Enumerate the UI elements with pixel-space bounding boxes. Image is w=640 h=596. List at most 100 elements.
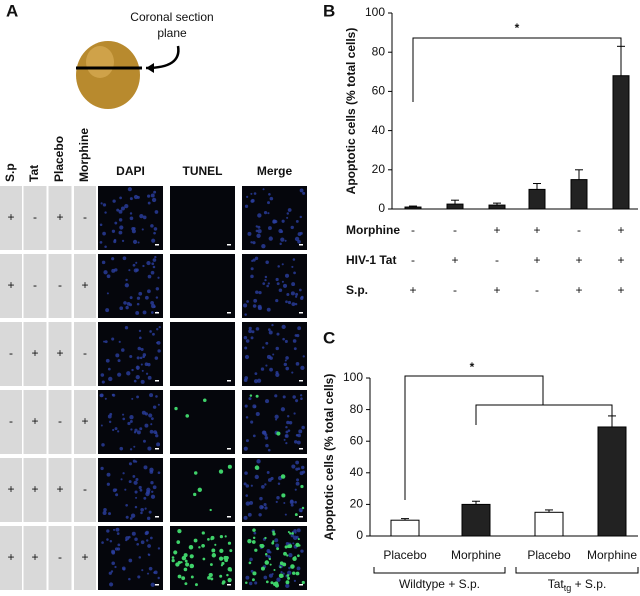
nucleus bbox=[122, 417, 126, 421]
nucleus bbox=[157, 471, 161, 475]
tunel-cell bbox=[284, 545, 288, 549]
micrograph-cells bbox=[99, 187, 159, 249]
x-tick-label: Morphine bbox=[587, 548, 637, 562]
nucleus bbox=[116, 532, 120, 535]
nucleus bbox=[276, 332, 280, 336]
nucleus bbox=[301, 465, 305, 470]
tunel-cell bbox=[278, 573, 284, 578]
nucleus bbox=[287, 429, 291, 432]
nucleus bbox=[149, 330, 152, 333]
nucleus bbox=[133, 445, 136, 448]
tunel-cell bbox=[252, 571, 257, 576]
nucleus bbox=[132, 475, 136, 478]
nucleus bbox=[289, 499, 294, 505]
nucleus bbox=[133, 379, 137, 383]
nucleus bbox=[245, 439, 249, 443]
nucleus bbox=[302, 470, 306, 474]
nucleus bbox=[157, 547, 161, 550]
condition-sign: - bbox=[33, 210, 37, 224]
nucleus bbox=[147, 274, 152, 279]
nucleus bbox=[290, 291, 295, 296]
nucleus bbox=[140, 540, 145, 545]
y-tick-label: 60 bbox=[372, 84, 386, 98]
nucleus bbox=[156, 327, 159, 331]
nucleus bbox=[134, 428, 138, 432]
nucleus bbox=[245, 575, 250, 580]
nucleus bbox=[135, 374, 140, 380]
nucleus bbox=[142, 310, 147, 315]
nucleus bbox=[284, 339, 288, 343]
nucleus bbox=[147, 553, 150, 556]
panel-label: C bbox=[323, 328, 335, 347]
condition-sign: - bbox=[83, 346, 87, 360]
group-label-part: Tat bbox=[548, 577, 565, 591]
nucleus bbox=[128, 269, 131, 272]
tunel-cell bbox=[295, 571, 300, 576]
nucleus bbox=[282, 395, 286, 399]
tunel-cell bbox=[255, 394, 259, 398]
nucleus bbox=[255, 229, 259, 233]
nucleus bbox=[254, 581, 258, 585]
y-tick-label: 80 bbox=[350, 402, 364, 416]
nucleus bbox=[255, 411, 260, 417]
nucleus bbox=[257, 213, 262, 218]
nucleus bbox=[300, 365, 305, 371]
y-tick-label: 60 bbox=[350, 433, 364, 447]
nucleus bbox=[111, 229, 116, 233]
condition-sign: + bbox=[31, 414, 38, 428]
nucleus bbox=[108, 420, 112, 424]
y-tick-label: 40 bbox=[350, 465, 364, 479]
nucleus bbox=[275, 277, 279, 282]
nucleus bbox=[112, 393, 116, 397]
nucleus bbox=[129, 212, 133, 215]
tunel-cell bbox=[227, 541, 232, 545]
tunel-cell bbox=[264, 560, 270, 565]
nucleus bbox=[154, 356, 159, 360]
nucleus bbox=[243, 303, 248, 308]
nucleus bbox=[138, 329, 142, 333]
nucleus bbox=[145, 491, 150, 497]
nucleus bbox=[119, 446, 124, 451]
scale-bar bbox=[299, 448, 303, 450]
nucleus bbox=[269, 356, 273, 360]
nucleus bbox=[148, 566, 153, 571]
nucleus bbox=[243, 446, 248, 451]
nucleus bbox=[280, 237, 285, 242]
significance-bracket bbox=[412, 37, 622, 102]
nucleus bbox=[136, 542, 140, 546]
tunel-cell bbox=[189, 554, 194, 559]
nucleus bbox=[300, 549, 304, 553]
tunel-cell bbox=[287, 544, 291, 549]
nucleus bbox=[251, 330, 255, 334]
condition-sign: + bbox=[7, 550, 14, 564]
nucleus bbox=[118, 209, 123, 214]
nucleus bbox=[149, 467, 154, 472]
nucleus bbox=[106, 292, 109, 295]
image-header: TUNEL bbox=[183, 164, 223, 178]
nucleus bbox=[250, 569, 254, 573]
nucleus bbox=[284, 433, 289, 438]
nucleus bbox=[258, 513, 262, 517]
tunel-cell bbox=[208, 572, 213, 577]
nucleus bbox=[106, 529, 110, 533]
condition-cell bbox=[23, 390, 47, 454]
significance-label: * bbox=[515, 21, 520, 35]
bar bbox=[528, 188, 546, 210]
nucleus bbox=[136, 356, 140, 360]
nucleus bbox=[157, 403, 160, 406]
nucleus bbox=[142, 264, 145, 268]
nucleus bbox=[256, 233, 261, 239]
tunel-cell bbox=[287, 531, 290, 534]
nucleus bbox=[134, 460, 138, 463]
nucleus bbox=[100, 202, 103, 205]
nucleus bbox=[285, 356, 289, 360]
nucleus bbox=[292, 258, 296, 261]
nucleus bbox=[290, 225, 294, 230]
condition-sign: + bbox=[7, 482, 14, 496]
nucleus bbox=[136, 302, 140, 306]
condition-sign: + bbox=[7, 278, 14, 292]
micrograph-cells bbox=[243, 256, 304, 316]
nucleus bbox=[252, 304, 257, 308]
nucleus bbox=[152, 258, 157, 262]
tunel-cell bbox=[295, 542, 300, 548]
